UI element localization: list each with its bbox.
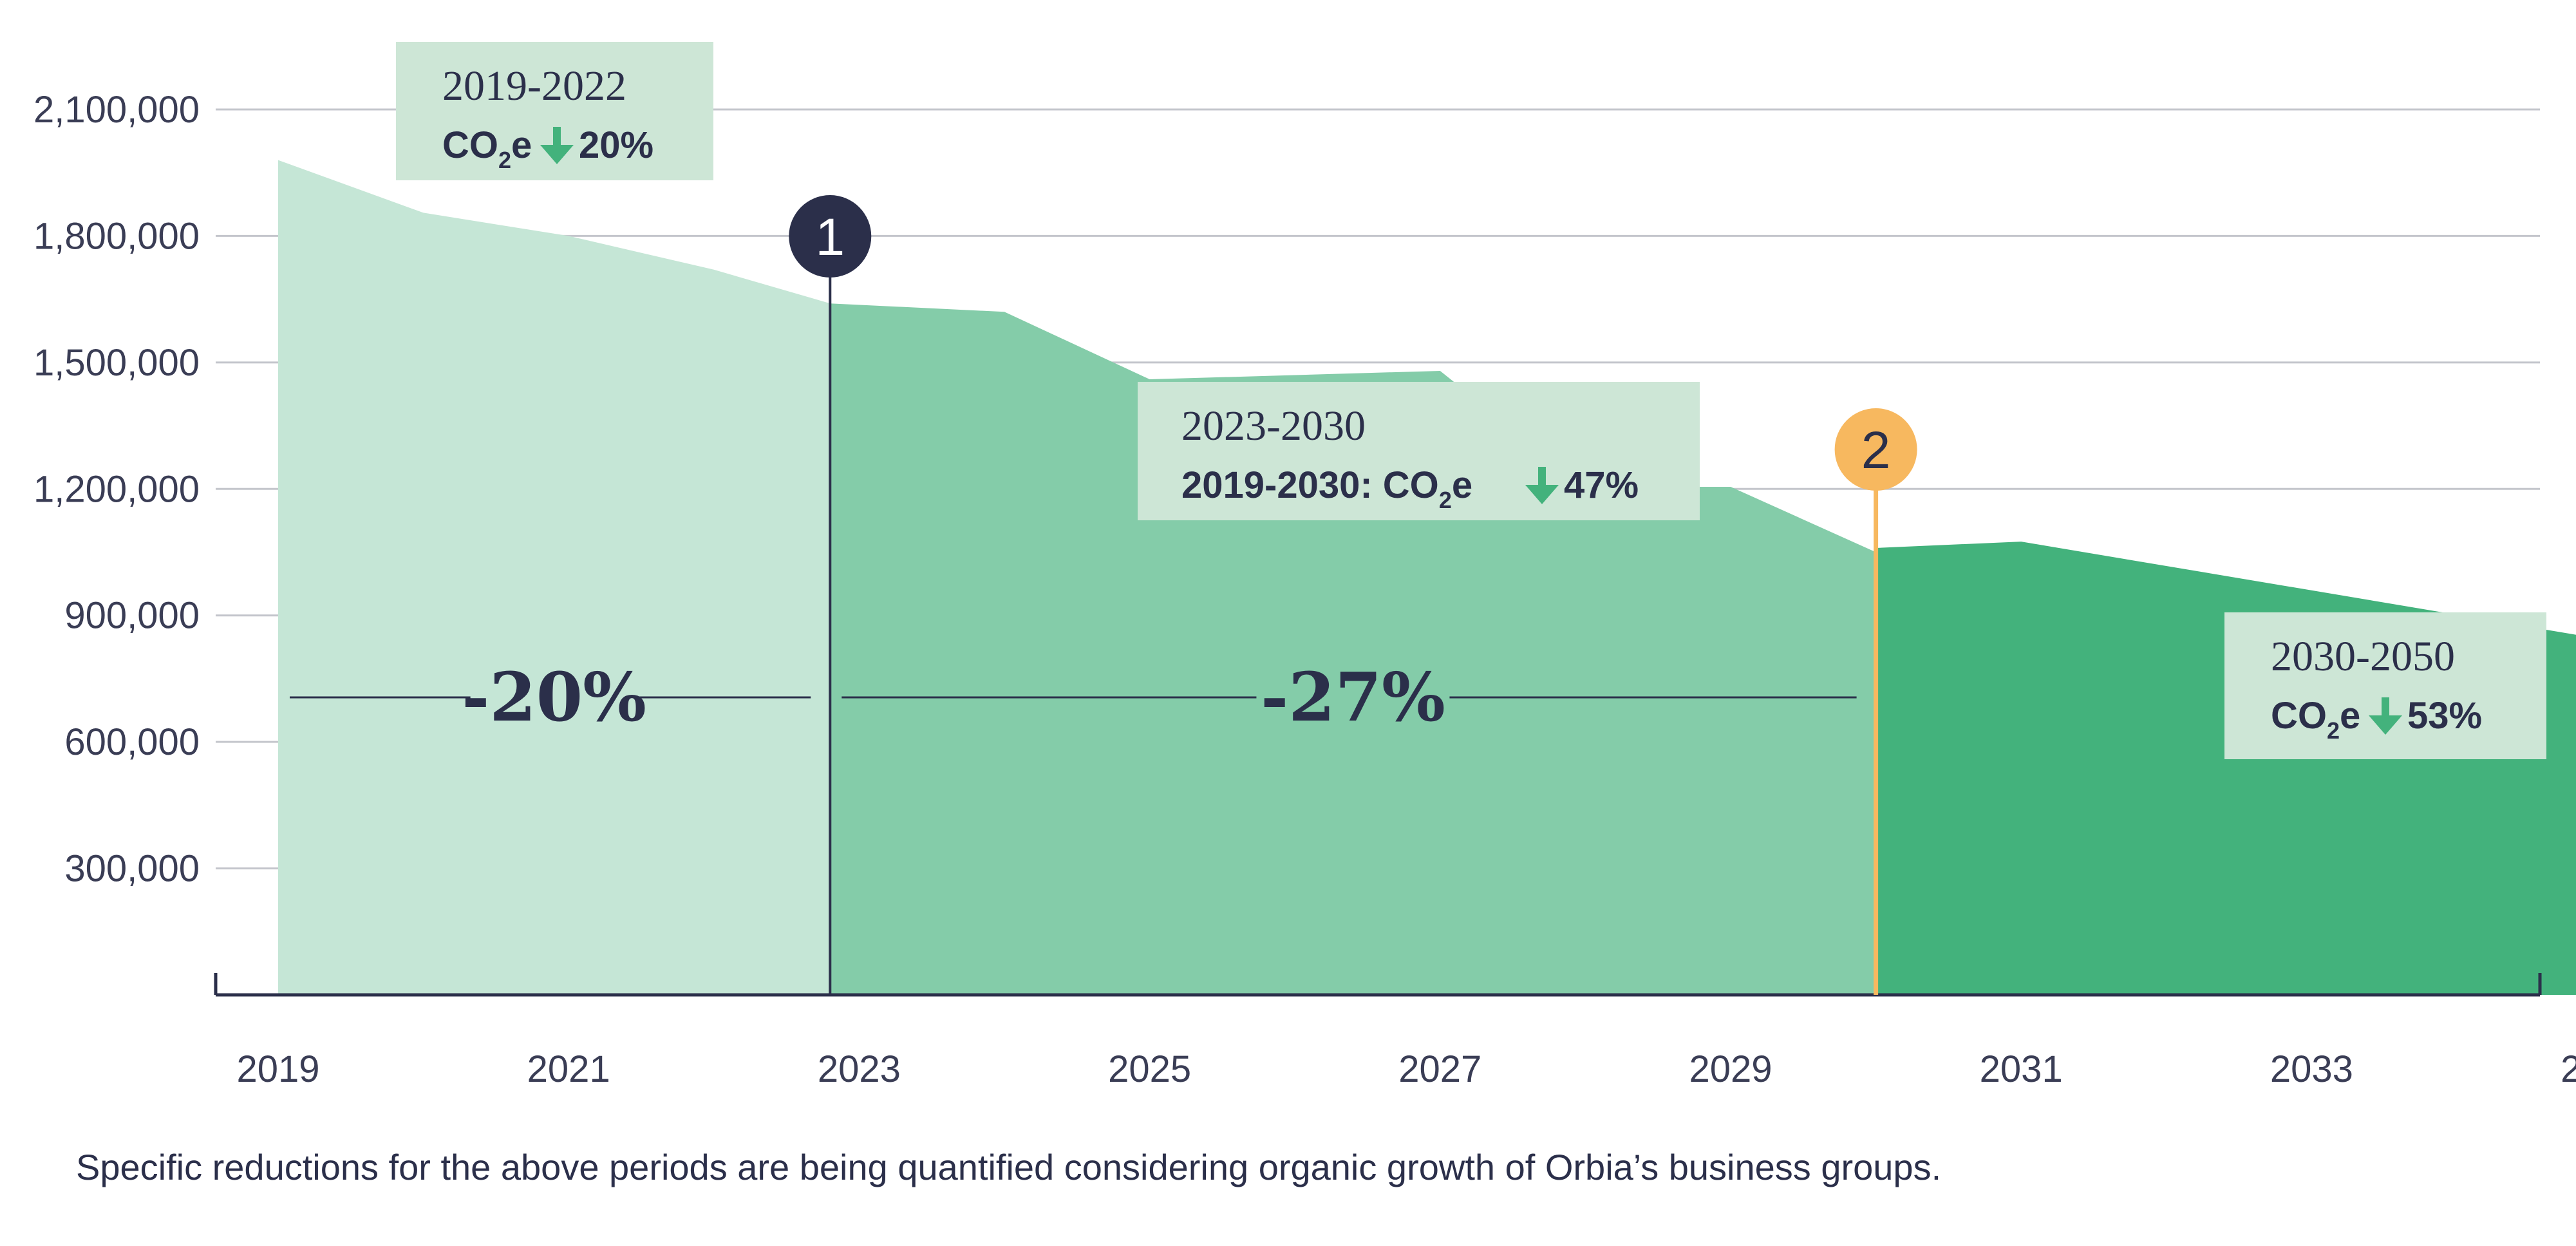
x-tick-label: 2019 [236, 1048, 319, 1090]
y-tick-label: 2,100,000 [33, 89, 200, 131]
period-annotations: 2019-2022 CO2e 20% 2023-2030 2019-2030: CO2e… [396, 42, 2546, 759]
y-tick-label: 300,000 [64, 848, 200, 890]
annotation-box-2019-2022: 2019-2022 CO2e 20% [396, 42, 713, 180]
x-tick-label: 2027 [1398, 1048, 1481, 1090]
x-axis-tick-labels: 2019202120232025202720292031203320352037… [236, 1048, 2576, 1090]
y-tick-label: 600,000 [64, 721, 200, 763]
area-segment-2023-2030 [830, 303, 1876, 996]
annotation-background [1138, 382, 1700, 520]
x-tick-label: 2035 [2561, 1048, 2576, 1090]
y-tick-label: 900,000 [64, 595, 200, 637]
annotation-box-2023-2030: 2023-2030 2019-2030: CO2e 47% [1138, 382, 1700, 520]
period-reduction-label: -20% [462, 657, 646, 737]
annotation-reduction-value: 47% [1564, 464, 1639, 506]
marker-number-1: 1 [815, 208, 845, 267]
x-tick-label: 2025 [1108, 1048, 1191, 1090]
x-tick-label: 2029 [1689, 1048, 1772, 1090]
period-reduction-labels: -20% -27% [290, 657, 1857, 737]
annotation-co2e-text: CO2e [2271, 695, 2360, 744]
y-tick-label: 1,500,000 [33, 342, 200, 384]
x-tick-label: 2021 [527, 1048, 610, 1090]
area-segment-2030-2050 [1876, 542, 2576, 995]
annotation-reduction-value: 20% [579, 124, 653, 166]
annotation-title: 2030-2050 [2271, 633, 2455, 680]
x-tick-label: 2031 [1980, 1048, 2063, 1090]
area-segment-2019-2022 [278, 160, 831, 996]
milestone-markers: 123 [789, 195, 1917, 995]
x-tick-label: 2033 [2270, 1048, 2353, 1090]
y-tick-label: 1,800,000 [33, 215, 200, 257]
down-arrow-icon [1525, 467, 1559, 504]
down-arrow-icon [540, 127, 574, 164]
annotation-reduction-value: 53% [2407, 695, 2482, 737]
chart-footnote: Specific reductions for the above period… [76, 1147, 1942, 1187]
annotation-title: 2023-2030 [1181, 402, 1366, 449]
marker-circle-1 [789, 195, 872, 278]
annotation-co2e-text: CO2e [442, 124, 532, 173]
annotation-box-2030-2050: 2030-2050 CO2e 53% [2224, 612, 2546, 759]
y-axis-tick-labels: 300,000 600,000 900,000 1,200,000 1,500,000 1… [33, 89, 200, 890]
marker-circle-2 [1834, 408, 1917, 491]
period-reduction-label: -27% [1261, 657, 1445, 737]
axes [214, 973, 2542, 997]
y-tick-label: 1,200,000 [33, 468, 200, 510]
down-arrow-icon [2369, 697, 2402, 735]
marker-number-2: 2 [1861, 421, 1891, 480]
annotation-title: 2019-2022 [442, 62, 626, 109]
annotation-co2e-text: 2019-2030: CO2e [1181, 464, 1472, 513]
x-tick-label: 2023 [818, 1048, 901, 1090]
area-series [278, 160, 2576, 996]
